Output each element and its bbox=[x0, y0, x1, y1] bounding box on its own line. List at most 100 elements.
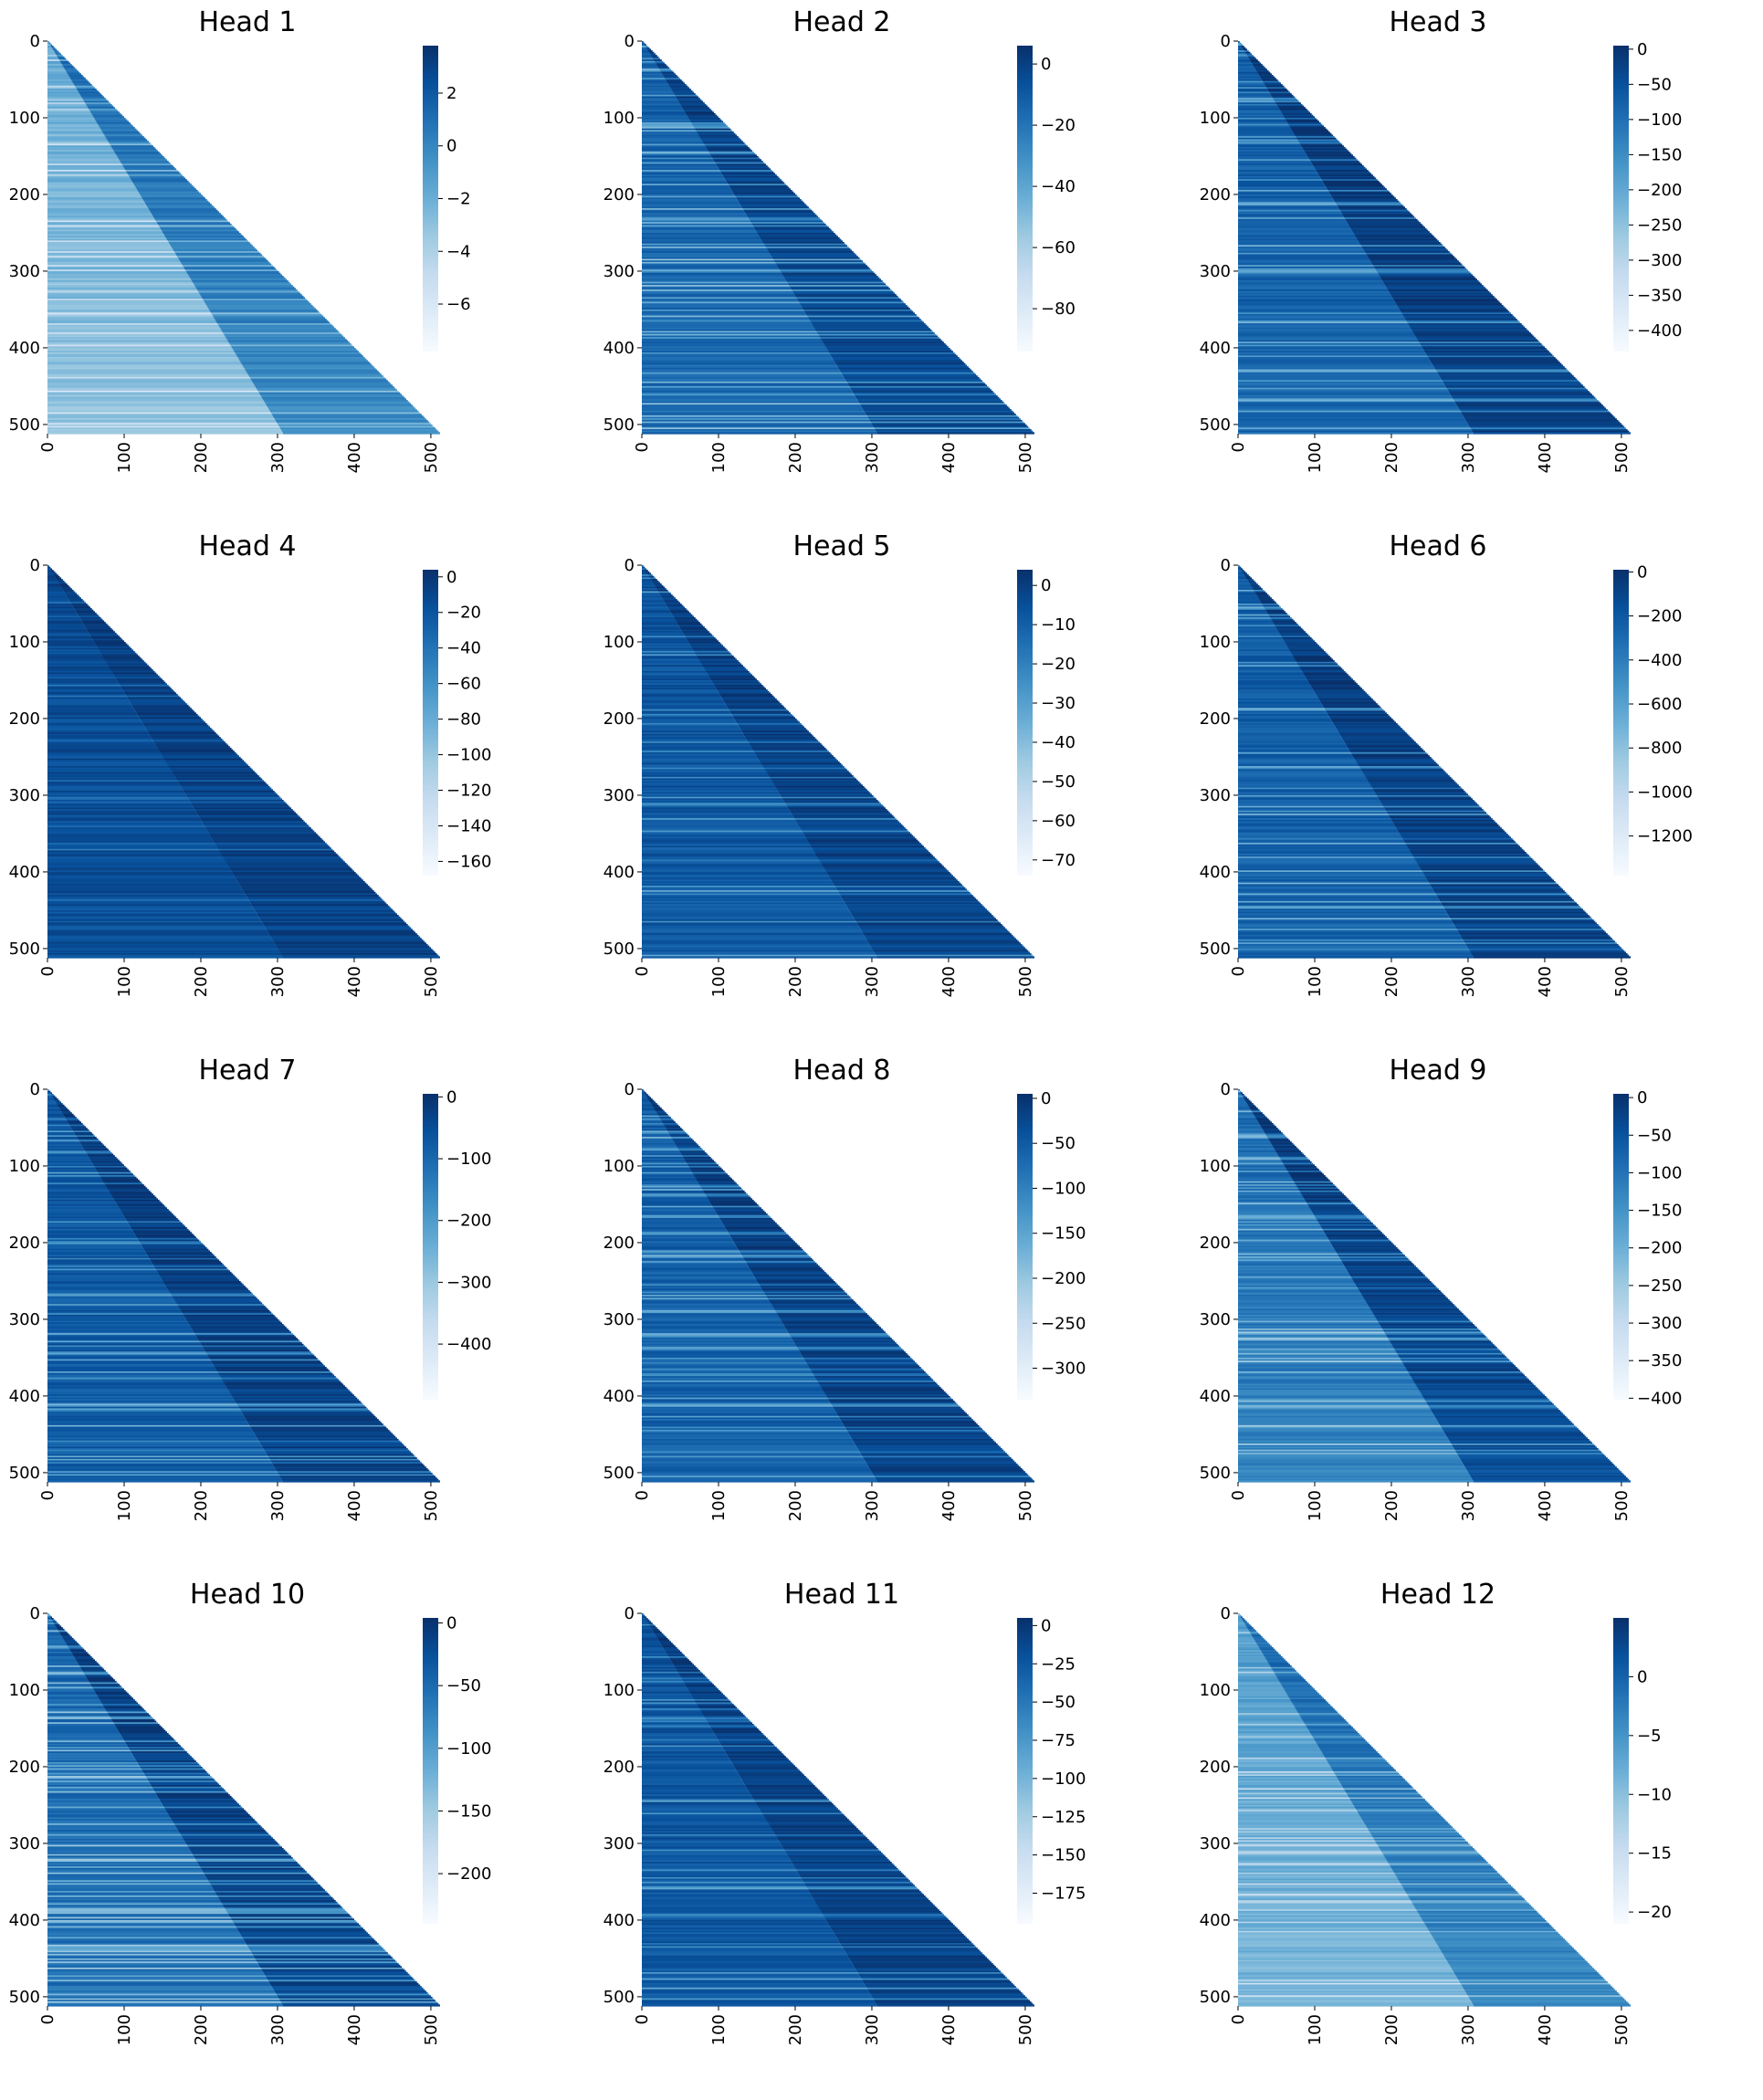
heatmap-cells bbox=[642, 41, 1034, 435]
y-tick-label: 100 bbox=[9, 1157, 40, 1176]
colorbar-tick-label: −100 bbox=[1041, 1179, 1086, 1198]
y-tick-label: 500 bbox=[9, 1464, 40, 1483]
y-tick-label: 0 bbox=[624, 32, 635, 51]
colorbar bbox=[423, 570, 438, 876]
colorbar-tick-label: −50 bbox=[1041, 1134, 1076, 1153]
x-tick-label: 400 bbox=[345, 442, 364, 473]
x-tick-label: 500 bbox=[422, 442, 441, 473]
x-tick-label: 500 bbox=[1612, 966, 1632, 997]
colorbar bbox=[423, 1094, 438, 1400]
heatmap-cell bbox=[1238, 432, 1474, 434]
y-tick-label: 100 bbox=[1200, 633, 1231, 652]
chart-title: Head 4 bbox=[198, 530, 296, 562]
colorbar bbox=[1017, 1094, 1033, 1400]
colorbar-tick-label: −250 bbox=[1637, 215, 1682, 235]
heatmap-cells bbox=[47, 1089, 440, 1483]
x-tick-label: 0 bbox=[633, 1490, 652, 1500]
x-tick-label: 100 bbox=[115, 1490, 134, 1521]
y-tick-label: 100 bbox=[9, 109, 40, 128]
colorbar-tick-label: 0 bbox=[1637, 40, 1647, 59]
colorbar-tick-label: −50 bbox=[1637, 75, 1672, 94]
colorbar-tick-label: −80 bbox=[446, 710, 481, 730]
x-tick-label: 400 bbox=[345, 1490, 364, 1521]
heatmap-cell bbox=[877, 1480, 1034, 1482]
x-tick-label: 100 bbox=[115, 442, 134, 473]
x-tick-label: 300 bbox=[268, 966, 288, 997]
y-tick-label: 400 bbox=[603, 1387, 635, 1406]
chart-title: Head 6 bbox=[1389, 530, 1486, 562]
heatmap-cell bbox=[283, 956, 440, 958]
x-tick-label: 100 bbox=[115, 966, 134, 997]
x-tick-label: 400 bbox=[345, 966, 364, 997]
chart-title: Head 9 bbox=[1389, 1055, 1486, 1087]
colorbar-ticks: 0−50−100−150−200−250−300−350−400 bbox=[1629, 40, 1682, 341]
heatmap-cell bbox=[47, 956, 283, 958]
colorbar-tick-label: −40 bbox=[446, 639, 481, 658]
colorbar-tick-label: 0 bbox=[446, 568, 456, 587]
colorbar-tick-label: 0 bbox=[1041, 1089, 1051, 1108]
y-tick-label: 0 bbox=[624, 556, 635, 575]
y-tick-label: 200 bbox=[9, 1234, 40, 1253]
colorbar-tick-label: −30 bbox=[1041, 694, 1076, 713]
colorbar-ticks: 0−20−40−60−80−100−120−140−160 bbox=[438, 568, 491, 872]
y-tick-label: 500 bbox=[603, 415, 635, 435]
x-tick-label: 0 bbox=[633, 442, 652, 452]
chart-title: Head 8 bbox=[792, 1055, 890, 1087]
colorbar-tick-label: −300 bbox=[1041, 1360, 1086, 1379]
colorbar-tick-label: −4 bbox=[446, 242, 471, 261]
colorbar bbox=[1613, 570, 1629, 876]
heatmap-cell bbox=[283, 1480, 440, 1482]
y-tick-label: 200 bbox=[603, 709, 635, 729]
colorbar-tick-label: −6 bbox=[446, 295, 471, 314]
colorbar-tick-label: 0 bbox=[1041, 55, 1051, 74]
colorbar-ticks: 0−200−400−600−800−1000−1200 bbox=[1629, 562, 1693, 845]
chart-title: Head 2 bbox=[792, 6, 890, 38]
x-tick-label: 100 bbox=[709, 1490, 729, 1521]
x-tick-label: 0 bbox=[38, 966, 58, 976]
x-tick-label: 100 bbox=[1306, 442, 1325, 473]
colorbar-ticks: 0−20−40−60−80 bbox=[1033, 55, 1076, 319]
colorbar-tick-label: −100 bbox=[1637, 110, 1682, 130]
colorbar-tick-label: −40 bbox=[1041, 177, 1076, 196]
heatmap-cell bbox=[47, 1480, 283, 1482]
y-tick-label: 200 bbox=[1200, 709, 1231, 729]
colorbar-tick-label: −100 bbox=[446, 746, 491, 765]
colorbar-tick-label: −1000 bbox=[1637, 782, 1693, 802]
colorbar-tick-label: −600 bbox=[1637, 695, 1682, 714]
colorbar-tick-label: −100 bbox=[446, 1150, 491, 1169]
heatmap-cell bbox=[1474, 956, 1631, 958]
colorbar-tick-label: −60 bbox=[1041, 238, 1076, 257]
y-tick-label: 100 bbox=[603, 633, 635, 652]
x-tick-label: 0 bbox=[1229, 966, 1248, 976]
x-tick-label: 500 bbox=[1016, 442, 1035, 473]
y-tick-label: 300 bbox=[9, 262, 40, 281]
heatmap-cell bbox=[1238, 956, 1474, 958]
x-tick-label: 400 bbox=[939, 442, 959, 473]
colorbar bbox=[1613, 46, 1629, 352]
colorbar-tick-label: −250 bbox=[1041, 1314, 1086, 1333]
colorbar-tick-label: −20 bbox=[1041, 655, 1076, 674]
heatmap-cells bbox=[1238, 565, 1631, 959]
colorbar-tick-label: −300 bbox=[1637, 251, 1682, 270]
heatmap-cells bbox=[1238, 1089, 1631, 1483]
colorbar-tick-label: 0 bbox=[1041, 576, 1051, 595]
y-tick-label: 400 bbox=[9, 863, 40, 882]
colorbar-tick-label: −140 bbox=[446, 816, 491, 835]
x-tick-label: 300 bbox=[863, 442, 882, 473]
y-tick-label: 300 bbox=[603, 1310, 635, 1329]
x-tick-label: 400 bbox=[939, 966, 959, 997]
x-tick-label: 300 bbox=[268, 1490, 288, 1521]
heatmap-cell bbox=[642, 1480, 877, 1482]
colorbar-tick-label: −80 bbox=[1041, 299, 1076, 319]
y-tick-label: 0 bbox=[30, 1080, 40, 1099]
x-tick-label: 100 bbox=[709, 966, 729, 997]
colorbar-ticks: 0−100−200−300−400 bbox=[438, 1087, 491, 1354]
y-tick-label: 300 bbox=[9, 1310, 40, 1329]
